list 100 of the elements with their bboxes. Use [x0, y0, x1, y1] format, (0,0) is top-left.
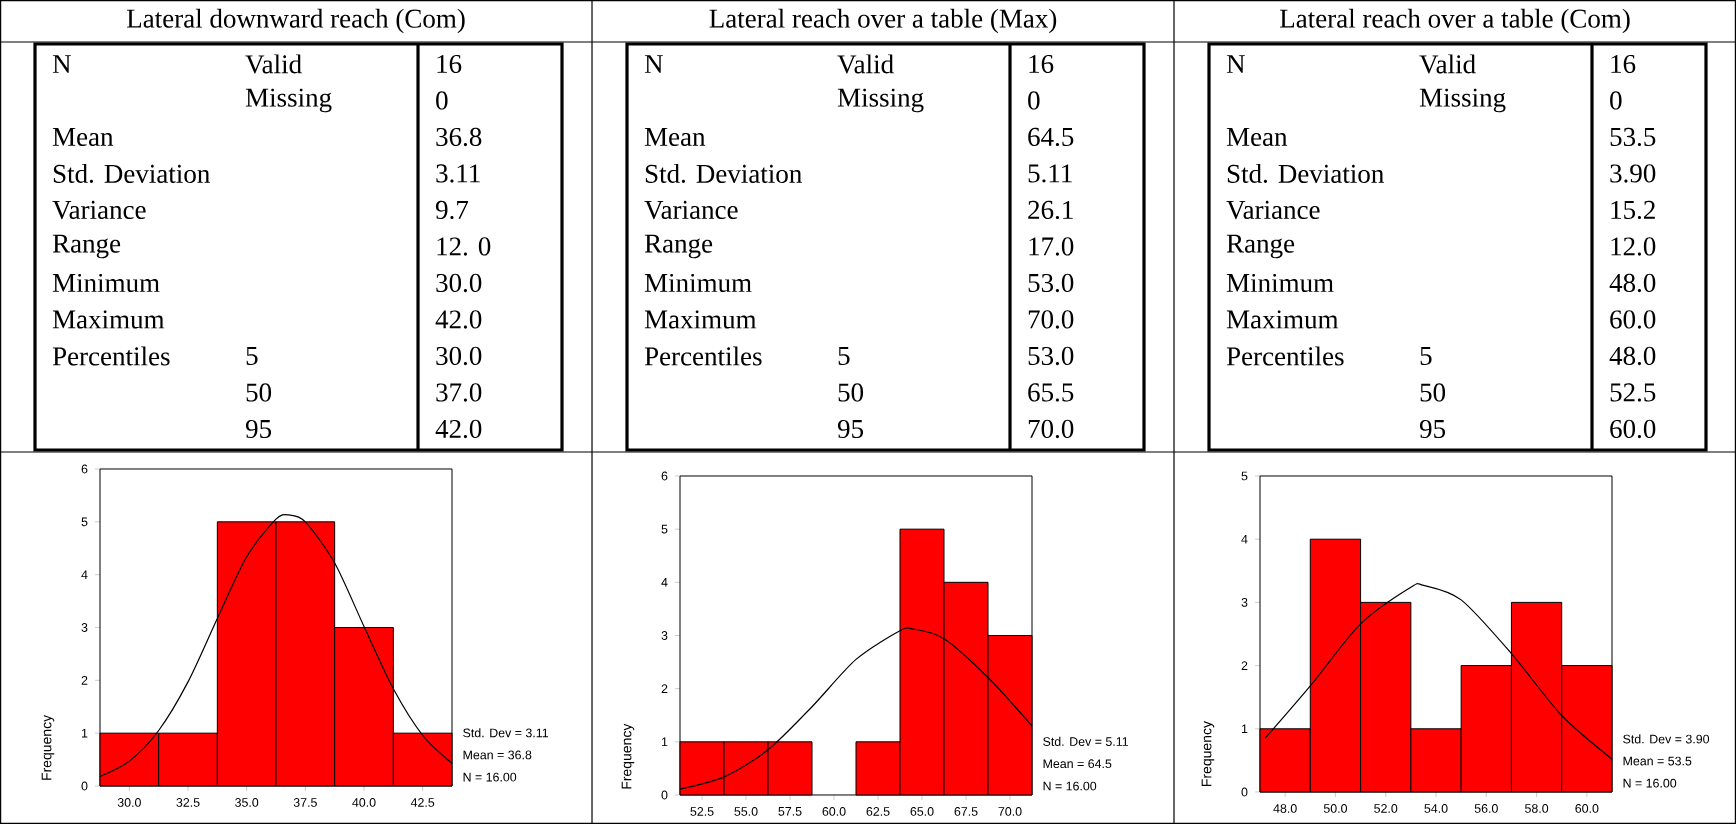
text: 60.0	[1610, 310, 1656, 329]
text: 42.0	[435, 419, 482, 439]
y-tick-label: 4	[81, 570, 88, 579]
text: 65.5	[1028, 383, 1074, 402]
text: 50	[1420, 383, 1446, 402]
x-tick-label: 54.0	[1424, 804, 1448, 813]
x-tick-label: 65.0	[910, 807, 934, 816]
text: 12. 0	[437, 237, 491, 256]
text: 30.0	[436, 346, 482, 366]
x-tick-label: 56.0	[1474, 804, 1498, 813]
text: 26.1	[1028, 200, 1073, 220]
text: 48.0	[1609, 273, 1656, 293]
text: Std. Dev = 3.90	[1623, 734, 1710, 744]
text: N	[644, 55, 663, 73]
x-tick-label: 30.0	[117, 798, 141, 807]
text: 30.0	[436, 273, 482, 293]
text: 60.0	[1610, 419, 1656, 439]
y-tick-label: 5	[661, 524, 668, 534]
y-axis-title: Frequency	[1201, 721, 1215, 786]
x-tick-label: 55.0	[734, 807, 758, 816]
text: 17.0	[1029, 237, 1074, 256]
y-tick-label: 5	[81, 517, 88, 527]
x-tick-label: 58.0	[1525, 804, 1549, 813]
text: 16	[1029, 54, 1054, 74]
x-tick-label: 48.0	[1273, 804, 1297, 813]
text: Minimum	[52, 273, 160, 293]
text: Mean	[1226, 128, 1288, 146]
text: 95	[245, 419, 272, 439]
y-axis-title: Frequency	[41, 714, 55, 780]
y-tick-label: 4	[661, 578, 668, 587]
text: Missing	[837, 88, 924, 113]
text: Mean = 36.8	[463, 750, 532, 760]
y-tick-label: 3	[1241, 598, 1248, 607]
y-tick-label: 3	[661, 631, 668, 640]
text: Valid	[245, 54, 302, 74]
text: Valid	[837, 54, 894, 74]
text: 5	[246, 347, 258, 365]
text: Missing	[245, 88, 332, 113]
y-tick-label: 3	[81, 623, 88, 632]
text: N	[1226, 55, 1245, 73]
text: Range	[644, 234, 713, 259]
text: 52.5	[1610, 383, 1656, 402]
x-tick-label: 37.5	[293, 798, 317, 807]
y-tick-label: 0	[1241, 787, 1248, 797]
text: Percentiles	[644, 346, 762, 366]
text: 5	[1420, 347, 1432, 365]
x-tick-label: 52.0	[1374, 804, 1398, 813]
text: Maximum	[52, 310, 165, 329]
text: 15.2	[1611, 200, 1655, 220]
x-tick-label: 52.5	[690, 807, 714, 816]
text: 50	[838, 383, 864, 402]
y-axis-title: Frequency	[621, 723, 635, 789]
y-tick-label: 5	[1241, 471, 1248, 481]
text: 16	[437, 54, 462, 74]
text: Maximum	[1226, 310, 1339, 329]
text: 3.11	[436, 164, 480, 183]
text: 37.0	[436, 383, 482, 402]
text: Std. Dev = 5.11	[1043, 736, 1129, 746]
text: Valid	[1419, 54, 1476, 74]
y-tick-label: 1	[81, 728, 88, 738]
text: Mean	[52, 128, 114, 146]
x-tick-label: 67.5	[954, 807, 978, 816]
text: 42.0	[435, 310, 482, 329]
text: Std. Deviation	[645, 163, 802, 184]
text: Variance	[52, 200, 146, 220]
text: 95	[837, 419, 864, 439]
text: 0	[436, 91, 448, 110]
text: Missing	[1419, 88, 1506, 113]
x-tick-label: 57.5	[778, 807, 802, 816]
x-tick-label: 42.5	[410, 798, 435, 807]
x-tick-label: 32.5	[176, 798, 200, 807]
text: Range	[1226, 234, 1295, 259]
text: 53.0	[1028, 273, 1074, 293]
text: Lateral reach over a table (Com)	[1280, 8, 1630, 34]
y-tick-label: 6	[81, 464, 88, 474]
text: Range	[52, 234, 121, 259]
text: 50	[246, 383, 272, 402]
text: N = 16.00	[1043, 781, 1097, 791]
text: Mean = 64.5	[1043, 759, 1112, 769]
y-tick-label: 0	[661, 790, 668, 800]
y-tick-label: 1	[1241, 724, 1248, 734]
text: N = 16.00	[1623, 778, 1677, 788]
text: Percentiles	[52, 346, 170, 366]
text: Variance	[644, 200, 738, 220]
text: N = 16.00	[463, 772, 517, 782]
y-tick-label: 6	[661, 471, 668, 481]
text: 16	[1611, 54, 1636, 74]
x-tick-label: 60.0	[1575, 804, 1599, 813]
text: 12.0	[1611, 237, 1656, 256]
text: 53.5	[1610, 127, 1656, 147]
text: Std. Deviation	[1227, 163, 1384, 184]
text: 0	[1028, 91, 1040, 110]
text: Minimum	[644, 273, 752, 293]
text: Lateral reach over a table (Max)	[709, 8, 1057, 34]
text: Std. Dev = 3.11	[463, 728, 549, 738]
text: 5.11	[1028, 164, 1072, 183]
text: Mean	[644, 128, 706, 146]
text: Std. Deviation	[53, 163, 210, 184]
y-tick-label: 4	[1241, 534, 1248, 544]
y-tick-label: 2	[81, 675, 88, 685]
